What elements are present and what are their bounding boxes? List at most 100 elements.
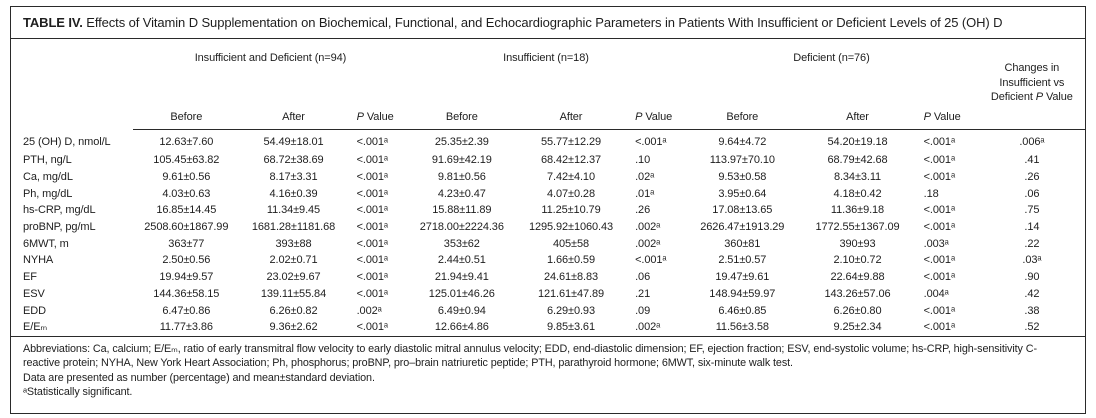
column-header-changes-pvalue: Changes in Insufficient vs Deficient P V… (978, 38, 1085, 130)
sub-header-row: Before After P Value Before After P Valu… (11, 72, 1085, 130)
table-row: PTH, ng/L 105.45±63.82 68.72±38.69 <.001ᵃ 91… (11, 152, 1085, 169)
cell-after: 4.18±0.42 (833, 187, 882, 200)
cell-after: 11.25±10.79 (541, 204, 601, 217)
cell-pvalue: <.001ᵃ (356, 204, 388, 217)
cell-pvalue: .002ᵃ (635, 237, 661, 250)
column-header-before-g3: Before (684, 72, 801, 130)
cell-pvalue: <.001ᵃ (356, 170, 388, 183)
cell-after: 6.26±0.82 (269, 304, 318, 317)
cell-change-pvalue: .41 (1024, 154, 1040, 167)
cell-after: 121.61±47.89 (537, 287, 604, 300)
cell-after: 2.02±0.71 (269, 254, 318, 267)
cell-after: 55.77±12.29 (541, 135, 601, 148)
row-label: NYHA (23, 254, 54, 267)
cell-pvalue: <.001ᵃ (635, 135, 667, 148)
footnote-data-note: Data are presented as number (percentage… (23, 371, 375, 384)
column-header-pvalue-g3: P Value (914, 72, 979, 130)
cell-before: 16.85±14.45 (156, 204, 217, 217)
cell-pvalue: <.001ᵃ (356, 154, 388, 167)
cell-before: 2.51±0.57 (718, 254, 767, 267)
cell-pvalue: <.001ᵃ (923, 154, 955, 167)
row-label: EF (23, 271, 37, 284)
cell-after: 1681.28±1181.68 (251, 221, 336, 233)
cell-after: 68.72±38.69 (263, 154, 324, 167)
table-row: proBNP, pg/mL 2508.60±1867.99 1681.28±1181… (11, 219, 1085, 236)
table-title: TABLE IV. Effects of Vitamin D Supplemen… (11, 7, 1085, 39)
cell-after: 11.36±9.18 (830, 204, 885, 217)
cell-after: 2.10±0.72 (833, 254, 882, 267)
cell-change-pvalue: .006ᵃ (1019, 135, 1045, 148)
table-container: TABLE IV. Effects of Vitamin D Supplemen… (10, 6, 1086, 414)
cell-after: 8.17±3.31 (269, 170, 318, 183)
cell-before: 25.35±2.39 (434, 135, 489, 148)
cell-pvalue: <.001ᵃ (356, 321, 388, 334)
cell-after: 54.49±18.01 (263, 135, 324, 148)
cell-after: 54.20±19.18 (827, 135, 888, 148)
group-header-row: Insufficient and Deficient (n=94) Insuff… (11, 38, 1085, 130)
cell-before: 15.88±11.89 (432, 204, 492, 217)
row-label: E/Eₘ (23, 321, 48, 334)
column-header-before-g2: Before (407, 72, 516, 130)
cell-before: 2626.47±1913.29 (700, 221, 785, 233)
cell-after: 24.61±8.83 (544, 271, 598, 284)
table-caption: Effects of Vitamin D Supplementation on … (86, 15, 1003, 30)
cell-after: 139.11±55.84 (260, 287, 327, 300)
cell-after: 1295.92±1060.43 (528, 221, 614, 233)
cell-pvalue: <.001ᵃ (923, 221, 955, 233)
table-row: 6MWT, m 363±77 393±88 <.001ᵃ 353±62 405±58 .00… (11, 236, 1085, 253)
cell-after: 4.07±0.28 (547, 187, 595, 200)
cell-pvalue: <.001ᵃ (923, 170, 955, 183)
cell-after: 143.26±57.06 (824, 287, 891, 300)
cell-before: 11.56±3.58 (715, 321, 769, 334)
cell-pvalue: <.001ᵃ (356, 135, 388, 148)
row-label: hs-CRP, mg/dL (23, 204, 96, 217)
cell-before: 105.45±63.82 (153, 154, 220, 167)
column-header-after-g2: After (515, 72, 627, 130)
cell-before: 19.94±9.57 (159, 271, 214, 284)
cell-pvalue: <.001ᵃ (356, 237, 388, 250)
cell-before: 9.61±0.56 (162, 170, 211, 183)
group-header-insufficient: Insufficient (n=18) (503, 51, 589, 64)
cell-before: 360±81 (724, 237, 761, 250)
changes-header-line2: Insufficient vs (999, 76, 1065, 89)
cell-change-pvalue: .75 (1024, 204, 1040, 217)
row-label: proBNP, pg/mL (23, 221, 96, 233)
cell-after: 390±93 (839, 237, 876, 250)
cell-pvalue: .21 (635, 287, 651, 300)
cell-pvalue: .06 (635, 271, 651, 284)
cell-after: 9.85±3.61 (547, 321, 595, 334)
changes-header-line3: Deficient P Value (990, 91, 1073, 104)
cell-before: 2.50±0.56 (162, 254, 211, 267)
cell-pvalue: <.001ᵃ (923, 254, 955, 267)
cell-before: 144.36±58.15 (153, 287, 220, 300)
row-label: EDD (23, 304, 46, 317)
cell-before: 148.94±59.97 (709, 287, 776, 300)
cell-after: 6.29±0.93 (547, 304, 595, 317)
cell-pvalue: <.001ᵃ (923, 271, 955, 284)
column-header-after-g1: After (239, 72, 348, 130)
cell-after: 68.42±12.37 (541, 154, 601, 167)
cell-before: 363±77 (168, 237, 205, 250)
row-label: 6MWT, m (23, 237, 69, 250)
table-row: Ca, mg/dL 9.61±0.56 8.17±3.31 <.001ᵃ 9.81±0.… (11, 169, 1085, 186)
column-header-pvalue-g2: P Value (626, 72, 685, 130)
cell-after: 4.16±0.39 (269, 187, 318, 200)
cell-after: 23.02±9.67 (266, 271, 321, 284)
table-row: EF 19.94±9.57 23.02±9.67 <.001ᵃ 21.94±9.41 24… (11, 269, 1085, 286)
table-row: 25 (OH) D, nmol/L 12.63±7.60 54.49±18.01 <.… (11, 129, 1085, 152)
cell-after: 1772.55±1367.09 (815, 221, 900, 233)
table-row: ESV 144.36±58.15 139.11±55.84 <.001ᵃ 125.01±… (11, 286, 1085, 303)
cell-before: 4.03±0.63 (162, 187, 211, 200)
table-row: NYHA 2.50±0.56 2.02±0.71 <.001ᵃ 2.44±0.51 1.6… (11, 252, 1085, 269)
column-header-pvalue-g1: P Value (347, 72, 408, 130)
table-footnotes: Abbreviations: Ca, calcium; E/Eₘ, ratio … (11, 335, 1085, 404)
cell-before: 19.47±9.61 (715, 271, 770, 284)
cell-change-pvalue: .22 (1024, 237, 1040, 250)
cell-before: 12.63±7.60 (159, 135, 214, 148)
cell-after: 393±88 (275, 237, 312, 250)
param-column-header (11, 39, 133, 130)
table-row: E/Eₘ 11.77±3.86 9.36±2.62 <.001ᵃ 12.66±4.86 9… (11, 319, 1085, 336)
cell-before: 3.95±0.64 (718, 187, 767, 200)
cell-pvalue: <.001ᵃ (923, 321, 955, 334)
